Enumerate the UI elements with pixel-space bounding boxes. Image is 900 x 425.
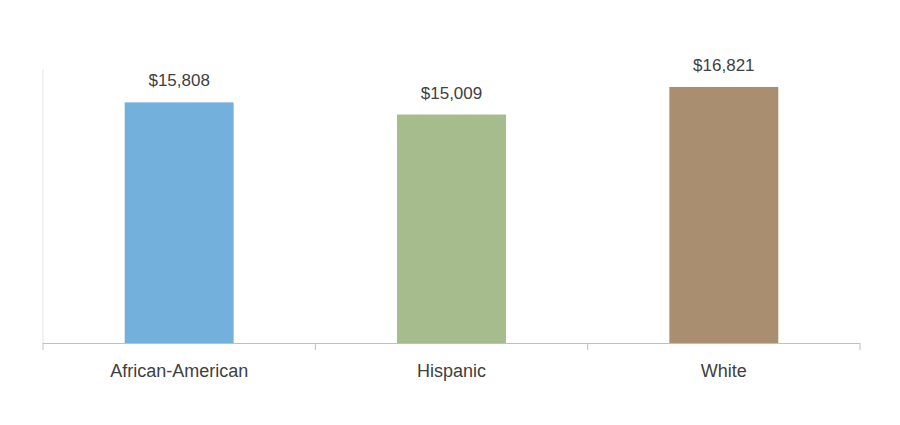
y-axis-line bbox=[43, 69, 44, 343]
data-label: $15,808 bbox=[148, 71, 209, 90]
chart-container: African-American Hispanic White $15,808 $15,… bbox=[0, 0, 900, 425]
x-tick bbox=[587, 343, 588, 350]
chart-svg: African-American Hispanic White $15,808 $15,… bbox=[0, 0, 900, 425]
bar bbox=[669, 87, 778, 343]
x-tick-label: African-American bbox=[110, 361, 248, 381]
data-label: $15,009 bbox=[421, 84, 482, 103]
x-tick bbox=[860, 343, 861, 350]
x-tick-label: White bbox=[701, 361, 747, 381]
x-tick bbox=[315, 343, 316, 350]
x-axis-line bbox=[43, 343, 860, 344]
bar bbox=[397, 115, 506, 343]
page: African-American Hispanic White $15,808 $15,… bbox=[0, 0, 900, 425]
x-tick-label: Hispanic bbox=[417, 361, 486, 381]
bars bbox=[125, 87, 779, 343]
bar bbox=[125, 102, 234, 343]
data-label: $16,821 bbox=[693, 56, 754, 75]
x-tick bbox=[43, 343, 44, 350]
